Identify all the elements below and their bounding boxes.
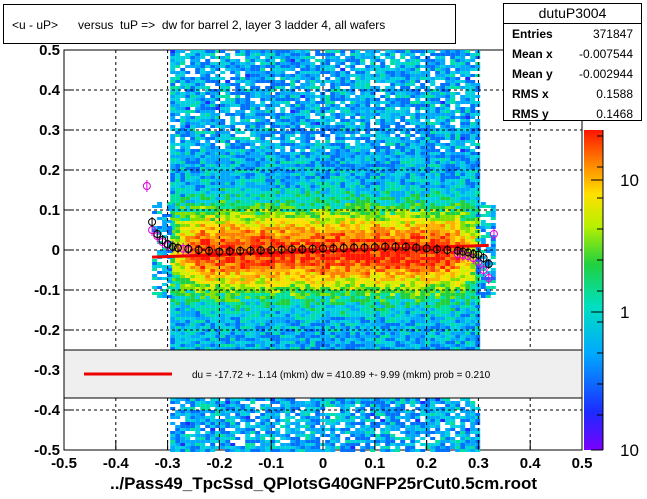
black-point <box>484 260 493 268</box>
black-point <box>391 242 400 251</box>
color-scale-bar <box>584 130 603 450</box>
y-tick-label: -0.3 <box>34 362 60 379</box>
black-point <box>339 244 348 252</box>
x-tick-label: -0.3 <box>155 455 181 472</box>
x-tick-label: -0.5 <box>51 455 77 472</box>
black-point <box>184 244 193 253</box>
black-point <box>319 244 327 253</box>
color-scale-label: 10 <box>620 171 639 190</box>
fit-legend: du = -17.72 +- 1.14 (mkm) dw = 410.89 +-… <box>63 349 583 399</box>
black-point <box>148 218 157 226</box>
black-point <box>469 250 478 258</box>
file-label: ../Pass49_TpcSsd_QPlotsG40GNFP25rCut0.5c… <box>109 474 538 493</box>
heatmap-layer <box>152 50 496 452</box>
magenta-point <box>484 274 493 282</box>
y-tick-label: 0.4 <box>39 82 61 99</box>
black-point <box>381 242 390 251</box>
black-point <box>246 246 255 255</box>
stats-title: dutuP3004 <box>504 4 641 24</box>
black-point <box>168 242 177 251</box>
y-tick-label: 0.2 <box>39 162 60 179</box>
black-point <box>479 254 488 262</box>
stats-row-rms-x: RMS x 0.1588 <box>512 87 633 101</box>
y-tick-label: -0.1 <box>34 282 60 299</box>
x-tick-label: -0.2 <box>206 455 232 472</box>
x-tick-label: -0.4 <box>103 455 130 472</box>
stats-row-mean-x: Mean x -0.007544 <box>512 47 633 61</box>
black-point <box>308 244 317 253</box>
black-point <box>173 244 182 252</box>
chart-title: <u - uP> versus tuP => dw for barrel 2, … <box>3 4 456 44</box>
y-tick-label: 0.5 <box>39 42 60 59</box>
x-tick-label: 0.5 <box>572 455 593 472</box>
black-point <box>464 248 473 257</box>
magenta-point <box>179 244 188 253</box>
y-tick-label: -0.2 <box>34 322 60 339</box>
black-point <box>412 243 421 252</box>
x-tick-label: 0.4 <box>520 455 542 472</box>
black-point <box>225 247 234 256</box>
black-point <box>329 244 338 253</box>
color-scale: 1 10 10 <box>584 130 639 460</box>
black-point <box>205 246 214 255</box>
stats-row-mean-y: Mean y -0.002944 <box>512 67 633 81</box>
magenta-point <box>489 230 498 238</box>
stats-row-rms-y: RMS y 0.1468 <box>512 107 633 121</box>
black-point <box>350 243 359 252</box>
color-scale-label: 1 <box>620 303 629 322</box>
black-point <box>458 247 467 256</box>
fit-legend-text: du = -17.72 +- 1.14 (mkm) dw = 410.89 +-… <box>192 370 491 381</box>
x-tick-label: 0.3 <box>468 455 489 472</box>
black-point <box>267 246 276 254</box>
x-tick-label: 0.1 <box>364 455 385 472</box>
magenta-point <box>142 182 151 190</box>
black-point <box>443 246 452 254</box>
black-point <box>360 243 369 252</box>
y-tick-label: 0 <box>52 242 60 259</box>
black-point <box>158 236 167 244</box>
black-point <box>153 230 162 238</box>
x-tick-label: 0.2 <box>416 455 437 472</box>
axes: -0.5 -0.4 -0.3 -0.2 -0.1 0 0.1 0.2 0.3 0.4 0.5 -0.5… <box>34 42 592 472</box>
black-point <box>298 245 307 254</box>
black-point <box>422 244 431 253</box>
color-scale-label: 10 <box>620 441 639 460</box>
stats-box: dutuP3004 Entries 371847 Mean x -0.007544 … <box>503 3 642 121</box>
black-point <box>287 245 296 254</box>
y-tick-label: 0.1 <box>39 202 60 219</box>
y-tick-label: 0.3 <box>39 122 60 139</box>
black-point <box>453 246 462 255</box>
black-point <box>256 246 265 255</box>
black-point <box>432 245 441 254</box>
black-point <box>370 243 379 252</box>
profile-marks: du = -17.72 +- 1.14 (mkm) dw = 410.89 +-… <box>63 180 583 399</box>
black-point <box>194 246 203 254</box>
y-tick-label: -0.4 <box>34 402 61 419</box>
black-point <box>401 242 410 251</box>
x-tick-label: 0 <box>319 455 327 472</box>
black-point <box>236 246 245 255</box>
y-tick-label: -0.5 <box>34 442 60 459</box>
stats-row-entries: Entries 371847 <box>512 27 633 41</box>
black-point <box>277 245 286 254</box>
x-tick-label: -0.1 <box>258 455 284 472</box>
magenta-point <box>479 266 488 274</box>
black-point <box>215 247 224 256</box>
